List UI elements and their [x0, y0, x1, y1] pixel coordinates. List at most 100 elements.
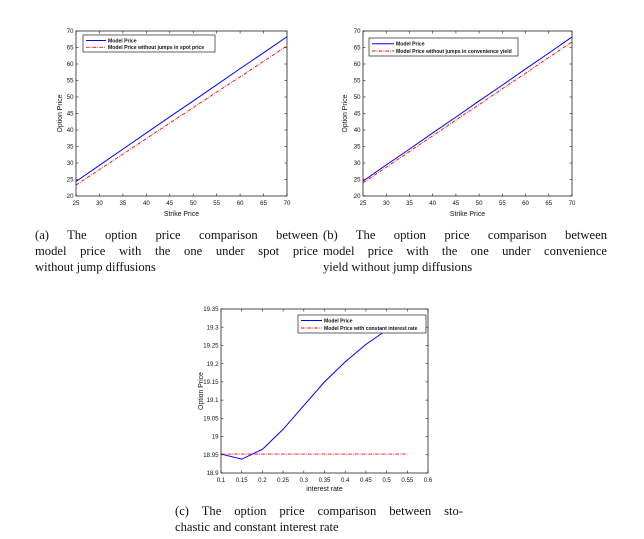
chart-a: 25 30 35 40 45 50 55 60 65 7020253035404550556065… [57, 28, 291, 218]
axes: 25 30 35 40 45 50 55 60 65 7020253035404550556065… [67, 28, 291, 207]
chart-b: 25 30 35 40 45 50 55 60 65 7020253035404550556065… [342, 28, 576, 218]
y-tick-label: 55 [67, 78, 74, 85]
x-tick-label: 0.5 [382, 477, 391, 484]
x-tick-label: 45 [452, 200, 459, 207]
y-tick-label: 65 [354, 45, 361, 52]
series-line-solid [75, 36, 288, 182]
caption-line: model price with the one under spot pric… [35, 244, 318, 258]
caption-line: chastic and constant interest rate [175, 520, 339, 534]
caption-line: (a) The option price comparison between [35, 228, 318, 242]
series-line-dashdot [362, 41, 573, 184]
legend-box [297, 314, 427, 334]
y-tick-label: 50 [67, 94, 74, 101]
x-tick-label: 55 [213, 200, 220, 207]
y-tick-label: 19.25 [203, 343, 219, 350]
x-tick-label: 40 [429, 200, 436, 207]
axes-box [75, 30, 288, 197]
legend-label: Model Price without jumps in spot price [108, 45, 204, 51]
y-tick-label: 50 [354, 94, 361, 101]
caption-line: (c) The option price comparison between … [175, 504, 463, 518]
caption-b: (b) The option price comparison between … [323, 227, 607, 275]
caption-c: (c) The option price comparison between … [175, 503, 463, 535]
y-tick-label: 40 [67, 127, 74, 134]
y-axis-label: Option Price [198, 372, 205, 410]
x-tick-label: 50 [190, 200, 197, 207]
legend-box [368, 37, 519, 57]
x-tick-label: 35 [406, 200, 413, 207]
chart-c: 0.1 0.15 0.2 0.25 0.3 0.35 0.4 0.45 0.5 0.55 0.6 18… [198, 306, 433, 493]
axes: 25 30 35 40 45 50 55 60 65 7020253035404550556065… [354, 28, 576, 207]
x-tick-label: 60 [522, 200, 529, 207]
y-tick-label: 19.35 [203, 306, 219, 313]
x-tick-label: 50 [476, 200, 483, 207]
axes: 0.1 0.15 0.2 0.25 0.3 0.35 0.4 0.45 0.5 0.55 0.6 18… [203, 306, 433, 484]
y-tick-label: 60 [354, 61, 361, 68]
x-tick-label: 0.45 [360, 477, 372, 484]
y-tick-label: 25 [67, 177, 74, 184]
y-axis-label: Option Price [342, 94, 349, 132]
x-tick-label: 65 [545, 200, 552, 207]
plot-area [362, 36, 573, 184]
x-tick-label: 0.25 [277, 477, 289, 484]
y-tick-label: 70 [354, 28, 361, 35]
x-axis-label: Strike Price [450, 211, 485, 218]
y-tick-label: 19.3 [207, 324, 219, 331]
y-tick-label: 19.15 [203, 379, 219, 386]
y-tick-label: 70 [67, 28, 74, 35]
y-axis-label: Option Price [57, 94, 64, 132]
x-tick-label: 0.3 [300, 477, 309, 484]
y-tick-label: 30 [67, 160, 74, 167]
axes-box [220, 308, 429, 474]
x-tick-label: 0.4 [341, 477, 350, 484]
y-tick-label: 60 [67, 61, 74, 68]
y-tick-label: 19.05 [203, 415, 219, 422]
y-tick-label: 30 [354, 160, 361, 167]
legend: Model Price Model Price with constant in… [297, 314, 427, 334]
series-line-dashdot [75, 45, 288, 186]
y-tick-label: 25 [354, 177, 361, 184]
caption-line: without jump diffusions [35, 260, 156, 274]
legend-label: Model Price [396, 42, 425, 48]
legend-label: Model Price with constant interest rate [324, 326, 418, 332]
caption-a: (a) The option price comparison between … [35, 227, 318, 275]
caption-line: model price with the one under convenien… [323, 244, 607, 258]
caption-line: yield without jump diffusions [323, 260, 473, 274]
caption-line: (b) The option price comparison between [323, 228, 607, 242]
y-tick-label: 18.9 [207, 470, 219, 477]
y-tick-label: 19.1 [207, 397, 219, 404]
y-tick-label: 45 [67, 111, 74, 118]
x-tick-label: 30 [96, 200, 103, 207]
y-tick-label: 19 [212, 434, 219, 441]
plot-area [220, 329, 408, 460]
x-tick-label: 65 [260, 200, 267, 207]
x-axis-label: interest rate [306, 486, 343, 493]
x-tick-label: 35 [119, 200, 126, 207]
x-axis-label: Strike Price [164, 211, 199, 218]
legend: Model Price Model Price without jumps in… [82, 34, 216, 53]
legend: Model Price Model Price without jumps in… [368, 37, 519, 57]
x-tick-label: 60 [237, 200, 244, 207]
x-tick-label: 40 [143, 200, 150, 207]
x-tick-label: 0.35 [319, 477, 331, 484]
y-tick-label: 40 [354, 127, 361, 134]
x-tick-label: 30 [383, 200, 390, 207]
y-tick-label: 45 [354, 111, 361, 118]
x-tick-label: 0.1 [217, 477, 226, 484]
plot-area [75, 36, 288, 186]
x-tick-label: 25 [73, 200, 80, 207]
legend-label: Model Price without jumps in convenience… [396, 49, 512, 55]
x-tick-label: 70 [569, 200, 576, 207]
y-tick-label: 65 [67, 45, 74, 52]
series-line-solid [220, 329, 387, 460]
x-tick-label: 0.6 [424, 477, 433, 484]
x-tick-label: 25 [360, 200, 367, 207]
axes-box [362, 30, 573, 197]
y-tick-label: 20 [67, 193, 74, 200]
x-tick-label: 0.15 [236, 477, 248, 484]
x-tick-label: 0.55 [401, 477, 413, 484]
x-tick-label: 0.2 [258, 477, 267, 484]
legend-label: Model Price [324, 318, 353, 324]
series-line-solid [362, 36, 573, 182]
y-tick-label: 19.2 [207, 361, 219, 368]
y-tick-label: 35 [67, 144, 74, 151]
